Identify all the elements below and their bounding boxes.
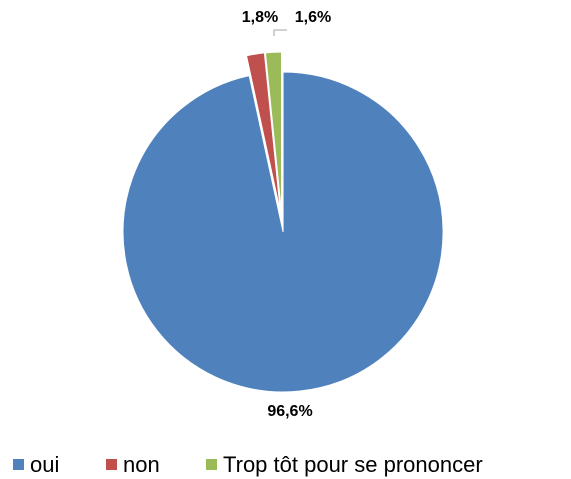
legend-label: Trop tôt pour se prononcer xyxy=(223,452,483,477)
pie-slice xyxy=(264,51,282,213)
pie-slice xyxy=(122,71,444,393)
legend-label: non xyxy=(123,452,160,477)
data-label: 96,6% xyxy=(267,403,312,420)
data-label: 1,8% xyxy=(242,9,278,26)
data-label: 1,6% xyxy=(295,9,331,26)
pie-slice xyxy=(245,52,281,213)
legend-swatch xyxy=(206,459,217,470)
legend-label: oui xyxy=(30,452,59,477)
legend-swatch xyxy=(13,459,24,470)
leader-line xyxy=(273,29,287,36)
legend-swatch xyxy=(106,459,117,470)
